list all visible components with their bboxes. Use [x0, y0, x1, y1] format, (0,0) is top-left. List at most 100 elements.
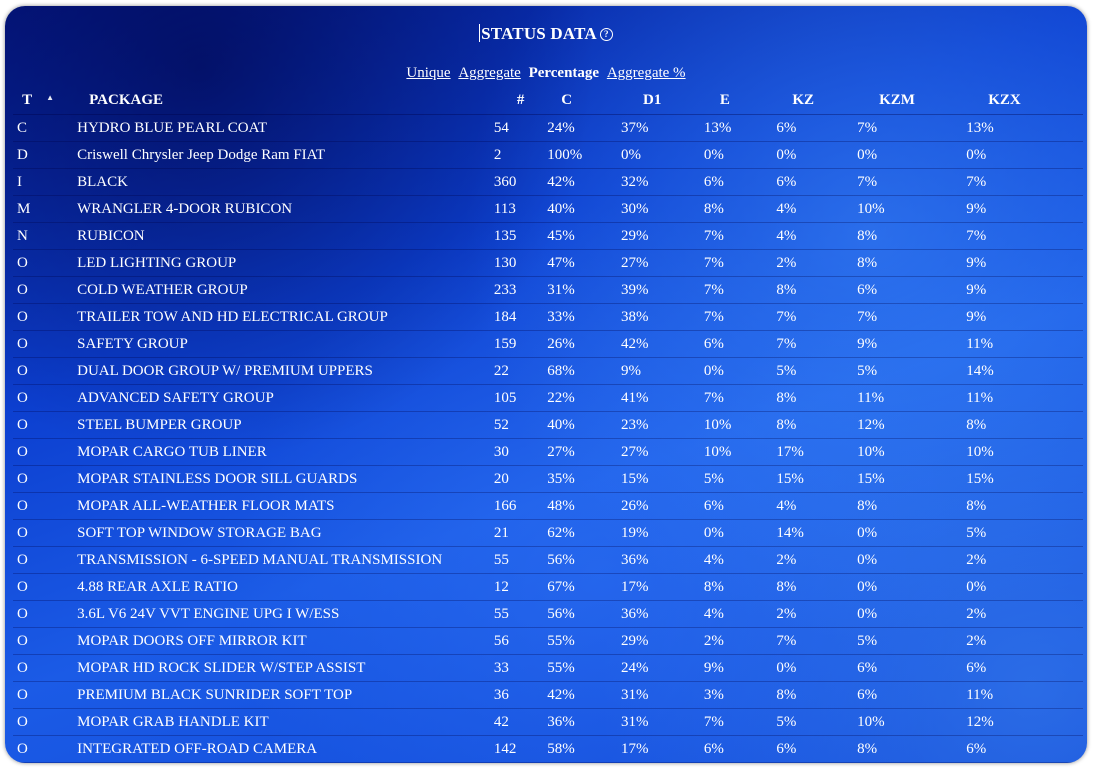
- cell-t: O: [13, 303, 64, 331]
- cell-kzx: 9%: [966, 303, 1083, 331]
- cell-c: 33%: [547, 303, 622, 331]
- cell-t: O: [13, 411, 64, 439]
- cell-kz: 6%: [776, 735, 858, 763]
- table-row[interactable]: O MOPAR HD ROCK SLIDER W/STEP ASSIST 33 55%…: [13, 654, 1083, 682]
- cell-kzm: 11%: [857, 384, 967, 412]
- cell-kzx: 11%: [966, 681, 1083, 709]
- cell-c: 24%: [547, 114, 622, 142]
- column-header-e[interactable]: E: [703, 87, 777, 115]
- cell-t: O: [13, 465, 64, 493]
- aggregate-link[interactable]: Aggregate: [458, 65, 521, 81]
- table-row[interactable]: O 3.6L V6 24V VVT ENGINE UPG I W/ESS 55 56%…: [13, 600, 1083, 628]
- cell-kzx: 13%: [966, 114, 1083, 142]
- cell-count: 52: [493, 411, 548, 439]
- question-circle-icon[interactable]: ?: [599, 28, 613, 41]
- table-row[interactable]: O MOPAR STAINLESS DOOR SILL GUARDS 20 35% 15…: [13, 465, 1083, 493]
- cell-kzx: 2%: [966, 627, 1083, 655]
- cell-package: WRANGLER 4-DOOR RUBICON: [63, 195, 494, 223]
- cell-kz: 2%: [776, 546, 858, 574]
- cell-package: INTEGRATED OFF-ROAD CAMERA: [63, 735, 494, 763]
- cell-t: O: [13, 654, 64, 682]
- table-row[interactable]: M WRANGLER 4-DOOR RUBICON 113 40% 30% 8% 4% 10%…: [13, 195, 1083, 223]
- column-header-d1[interactable]: D1: [621, 87, 704, 115]
- cell-count: 56: [493, 627, 548, 655]
- table-row[interactable]: O DUAL DOOR GROUP W/ PREMIUM UPPERS 22 68% 9…: [13, 357, 1083, 385]
- page-title-wrap: STATUS DATA?: [5, 24, 1087, 44]
- cell-d1: 32%: [621, 168, 704, 196]
- cell-kzx: 8%: [966, 492, 1083, 520]
- table-row[interactable]: O PREMIUM BLACK SUNRIDER SOFT TOP 36 42% 31%…: [13, 681, 1083, 709]
- cell-d1: 17%: [621, 735, 704, 763]
- unique-link[interactable]: Unique: [406, 65, 451, 81]
- table-row[interactable]: O STEEL BUMPER GROUP 52 40% 23% 10% 8% 12% 8%: [13, 411, 1083, 439]
- table-row[interactable]: O MOPAR CARGO TUB LINER 30 27% 27% 10% 17% 10% 1…: [13, 438, 1083, 466]
- cell-e: 6%: [703, 330, 777, 358]
- column-header-package[interactable]: PACKAGE: [63, 87, 494, 115]
- cell-kz: 7%: [776, 627, 858, 655]
- table-row[interactable]: O ADVANCED SAFETY GROUP 105 22% 41% 7% 8% 11% 11…: [13, 384, 1083, 412]
- cell-kzx: 0%: [966, 573, 1083, 601]
- sort-ascending-icon[interactable]: ▲: [46, 93, 55, 102]
- table-row[interactable]: O MOPAR GRAB HANDLE KIT 42 36% 31% 7% 5% 10% 12%: [13, 708, 1083, 736]
- table-row[interactable]: N RUBICON 135 45% 29% 7% 4% 8% 7%: [13, 222, 1083, 250]
- table-row[interactable]: O MOPAR ALL-WEATHER FLOOR MATS 166 48% 26% 6%…: [13, 492, 1083, 520]
- table-row[interactable]: O 4.88 REAR AXLE RATIO 12 67% 17% 8% 8% 0% 0%: [13, 573, 1083, 601]
- table-row[interactable]: I BLACK 360 42% 32% 6% 6% 7% 7%: [13, 168, 1083, 196]
- table-row[interactable]: O TRANSMISSION - 6-SPEED MANUAL TRANSMISS…: [13, 546, 1083, 574]
- cell-kzm: 6%: [857, 681, 967, 709]
- table-row[interactable]: O SAFETY GROUP 159 26% 42% 6% 7% 9% 11%: [13, 330, 1083, 358]
- cell-kzm: 15%: [857, 465, 967, 493]
- cell-e: 3%: [703, 681, 777, 709]
- table-row[interactable]: O COLD WEATHER GROUP 233 31% 39% 7% 8% 6% 9%: [13, 276, 1083, 304]
- cell-e: 7%: [703, 222, 777, 250]
- cell-t: O: [13, 600, 64, 628]
- percentage-active-mode: Percentage: [528, 65, 600, 81]
- cell-package: MOPAR DOORS OFF MIRROR KIT: [63, 627, 494, 655]
- column-header-kzm[interactable]: KZM: [857, 87, 967, 115]
- cell-kz: 15%: [776, 465, 858, 493]
- view-mode-links: Unique Aggregate Percentage Aggregate %: [5, 65, 1087, 82]
- column-header-kzx[interactable]: KZX: [966, 87, 1083, 115]
- column-header-count[interactable]: #: [493, 87, 548, 115]
- table-row[interactable]: D Criswell Chrysler Jeep Dodge Ram FIAT 2 1…: [13, 141, 1083, 169]
- cell-package: STEEL BUMPER GROUP: [63, 411, 494, 439]
- cell-e: 0%: [703, 141, 777, 169]
- cell-kz: 8%: [776, 573, 858, 601]
- cell-package: Criswell Chrysler Jeep Dodge Ram FIAT: [63, 141, 494, 169]
- cell-kzm: 7%: [857, 168, 967, 196]
- cell-kzm: 12%: [857, 411, 967, 439]
- cell-t: O: [13, 708, 64, 736]
- cell-e: 6%: [703, 168, 777, 196]
- column-header-c[interactable]: C: [547, 87, 622, 115]
- cell-t: O: [13, 627, 64, 655]
- cell-d1: 0%: [621, 141, 704, 169]
- cell-count: 55: [493, 600, 548, 628]
- cell-kzm: 8%: [857, 492, 967, 520]
- cell-t: O: [13, 681, 64, 709]
- table-row[interactable]: C HYDRO BLUE PEARL COAT 54 24% 37% 13% 6% 7% 13%: [13, 114, 1083, 142]
- cell-t: M: [13, 195, 64, 223]
- cell-package: MOPAR HD ROCK SLIDER W/STEP ASSIST: [63, 654, 494, 682]
- table-row[interactable]: O MOPAR DOORS OFF MIRROR KIT 56 55% 29% 2% 7% 5…: [13, 627, 1083, 655]
- table-row[interactable]: O LED LIGHTING GROUP 130 47% 27% 7% 2% 8% 9%: [13, 249, 1083, 277]
- cell-kz: 0%: [776, 141, 858, 169]
- table-row[interactable]: O SOFT TOP WINDOW STORAGE BAG 21 62% 19% 0% 14…: [13, 519, 1083, 547]
- cell-kzm: 0%: [857, 546, 967, 574]
- cell-kzx: 9%: [966, 276, 1083, 304]
- cell-c: 55%: [547, 654, 622, 682]
- cell-kzx: 2%: [966, 600, 1083, 628]
- cell-count: 54: [493, 114, 548, 142]
- cell-count: 22: [493, 357, 548, 385]
- aggregate-percent-link[interactable]: Aggregate %: [606, 65, 686, 81]
- column-header-kz[interactable]: KZ: [776, 87, 858, 115]
- cell-c: 42%: [547, 681, 622, 709]
- cell-package: MOPAR CARGO TUB LINER: [63, 438, 494, 466]
- cell-c: 48%: [547, 492, 622, 520]
- cell-package: 3.6L V6 24V VVT ENGINE UPG I W/ESS: [63, 600, 494, 628]
- cell-c: 36%: [547, 708, 622, 736]
- cell-d1: 36%: [621, 600, 704, 628]
- cell-count: 30: [493, 438, 548, 466]
- column-header-t[interactable]: T ▲: [13, 87, 64, 115]
- table-row[interactable]: O TRAILER TOW AND HD ELECTRICAL GROUP 184 3…: [13, 303, 1083, 331]
- table-row[interactable]: O INTEGRATED OFF-ROAD CAMERA 142 58% 17% 6% 6%…: [13, 735, 1083, 763]
